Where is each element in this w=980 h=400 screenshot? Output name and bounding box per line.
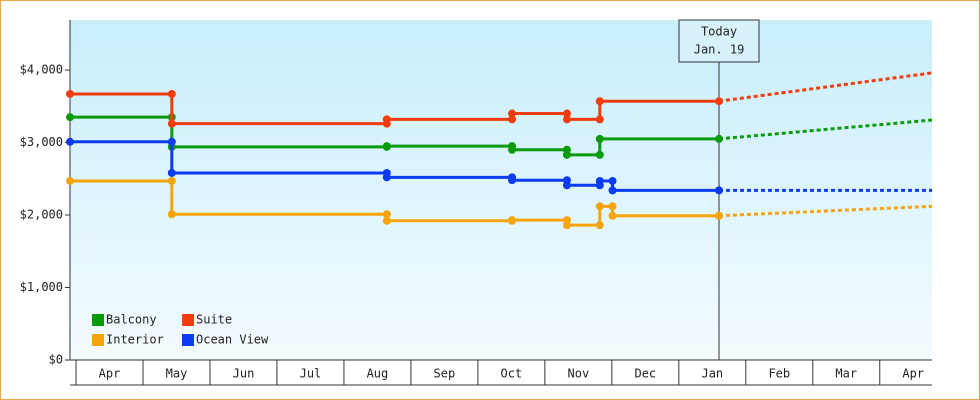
- x-tick-label: Sep: [434, 367, 456, 381]
- point: [508, 115, 517, 124]
- point: [167, 137, 176, 146]
- point: [595, 134, 604, 143]
- x-tick-label: Apr: [902, 367, 924, 381]
- point: [66, 113, 74, 122]
- point: [66, 137, 74, 146]
- today-date: Jan. 19: [694, 43, 745, 57]
- legend-label: Suite: [196, 313, 232, 327]
- legend-swatch: [182, 314, 194, 326]
- point: [562, 221, 571, 230]
- point: [562, 115, 571, 124]
- x-tick-label: Mar: [835, 367, 857, 381]
- point: [382, 216, 391, 225]
- y-tick-label: $0: [49, 353, 63, 367]
- forecast-line: [718, 71, 933, 103]
- today-box: [678, 19, 760, 63]
- y-tick-label: $2,000: [20, 208, 63, 222]
- point: [595, 176, 604, 185]
- point: [167, 168, 176, 177]
- legend-swatch: [182, 334, 194, 346]
- point: [715, 97, 724, 106]
- point: [715, 186, 724, 195]
- x-tick-label: Apr: [99, 367, 121, 381]
- point: [715, 134, 724, 143]
- point: [508, 109, 517, 118]
- point: [508, 145, 517, 154]
- point: [595, 221, 604, 230]
- point: [608, 211, 617, 220]
- x-tick-label: Jan: [701, 367, 723, 381]
- legend-swatch: [92, 314, 104, 326]
- plot-area: [70, 20, 932, 360]
- point: [608, 176, 617, 185]
- point: [562, 181, 571, 190]
- today-label: Today: [701, 25, 737, 39]
- y-tick-label: $4,000: [20, 63, 63, 77]
- point: [66, 89, 74, 98]
- point: [608, 202, 617, 211]
- y-tick-label: $3,000: [20, 135, 63, 149]
- point: [562, 150, 571, 159]
- point: [595, 97, 604, 106]
- point: [167, 89, 176, 98]
- point: [167, 176, 176, 185]
- point: [382, 142, 391, 151]
- x-tick-label: Jul: [300, 367, 322, 381]
- x-tick-label: Nov: [568, 367, 590, 381]
- point: [595, 150, 604, 159]
- point: [608, 186, 617, 195]
- x-tick-label: May: [166, 367, 188, 381]
- x-tick-label: Aug: [367, 367, 389, 381]
- y-tick-label: $1,000: [20, 280, 63, 294]
- x-tick-label: Jun: [233, 367, 255, 381]
- point: [508, 216, 517, 225]
- point: [382, 210, 391, 219]
- x-tick-label: Dec: [634, 367, 656, 381]
- point: [167, 119, 176, 128]
- point: [167, 210, 176, 219]
- point: [715, 211, 724, 220]
- point: [562, 109, 571, 118]
- point: [66, 176, 74, 185]
- legend-label: Balcony: [106, 313, 157, 327]
- point: [382, 173, 391, 182]
- x-tick-label: Oct: [501, 367, 523, 381]
- point: [382, 115, 391, 124]
- point: [508, 176, 517, 185]
- legend-swatch: [92, 334, 104, 346]
- point: [595, 202, 604, 211]
- forecast-line: [718, 204, 933, 218]
- x-tick-label: Feb: [768, 367, 790, 381]
- legend-label: Ocean View: [196, 333, 269, 347]
- forecast-line: [718, 118, 933, 141]
- point: [595, 115, 604, 124]
- legend-label: Interior: [106, 333, 164, 347]
